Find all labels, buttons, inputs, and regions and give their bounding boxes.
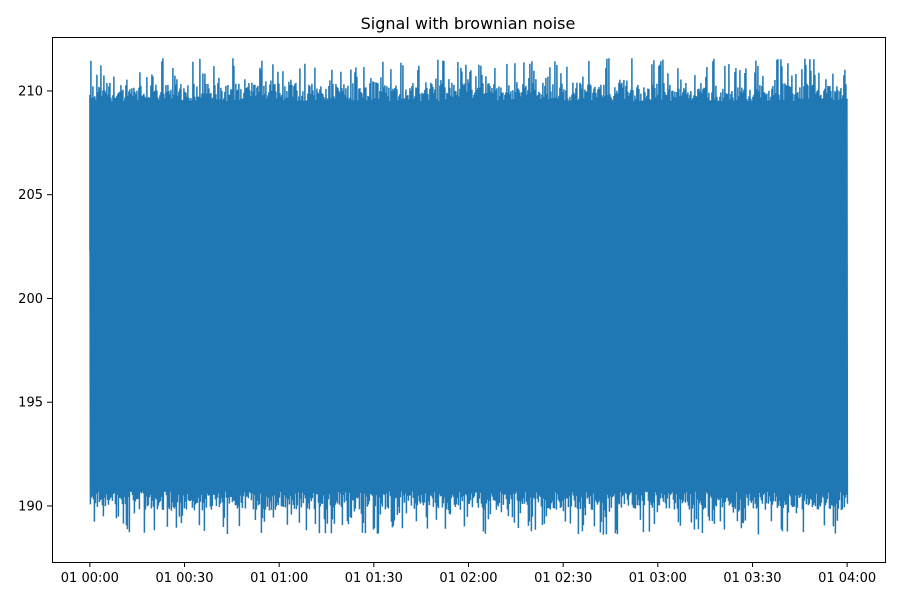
y-tick-label: 210 xyxy=(18,84,43,99)
x-tick-label: 01 01:00 xyxy=(250,571,308,586)
x-tick-label: 01 03:00 xyxy=(629,571,687,586)
y-tick-label: 205 xyxy=(18,188,43,203)
x-tick-label: 01 02:00 xyxy=(439,571,497,586)
x-tick-label: 01 01:30 xyxy=(345,571,403,586)
x-tick-label: 01 03:30 xyxy=(723,571,781,586)
y-tick-label: 200 xyxy=(18,292,43,307)
y-axis: 190 195 200 205 210 xyxy=(18,84,52,514)
series-layer xyxy=(89,58,849,535)
y-tick-label: 190 xyxy=(18,499,43,514)
x-tick-label: 01 02:30 xyxy=(534,571,592,586)
x-tick-label: 01 00:00 xyxy=(61,571,119,586)
x-tick-label: 01 04:00 xyxy=(818,571,876,586)
x-axis: 01 00:00 01 00:30 01 01:00 01 01:30 01 02:00… xyxy=(61,562,876,586)
y-tick-label: 195 xyxy=(18,396,43,411)
chart-title: Signal with brownian noise xyxy=(361,14,576,33)
series-line-0 xyxy=(89,58,849,535)
x-tick-label: 01 00:30 xyxy=(155,571,213,586)
